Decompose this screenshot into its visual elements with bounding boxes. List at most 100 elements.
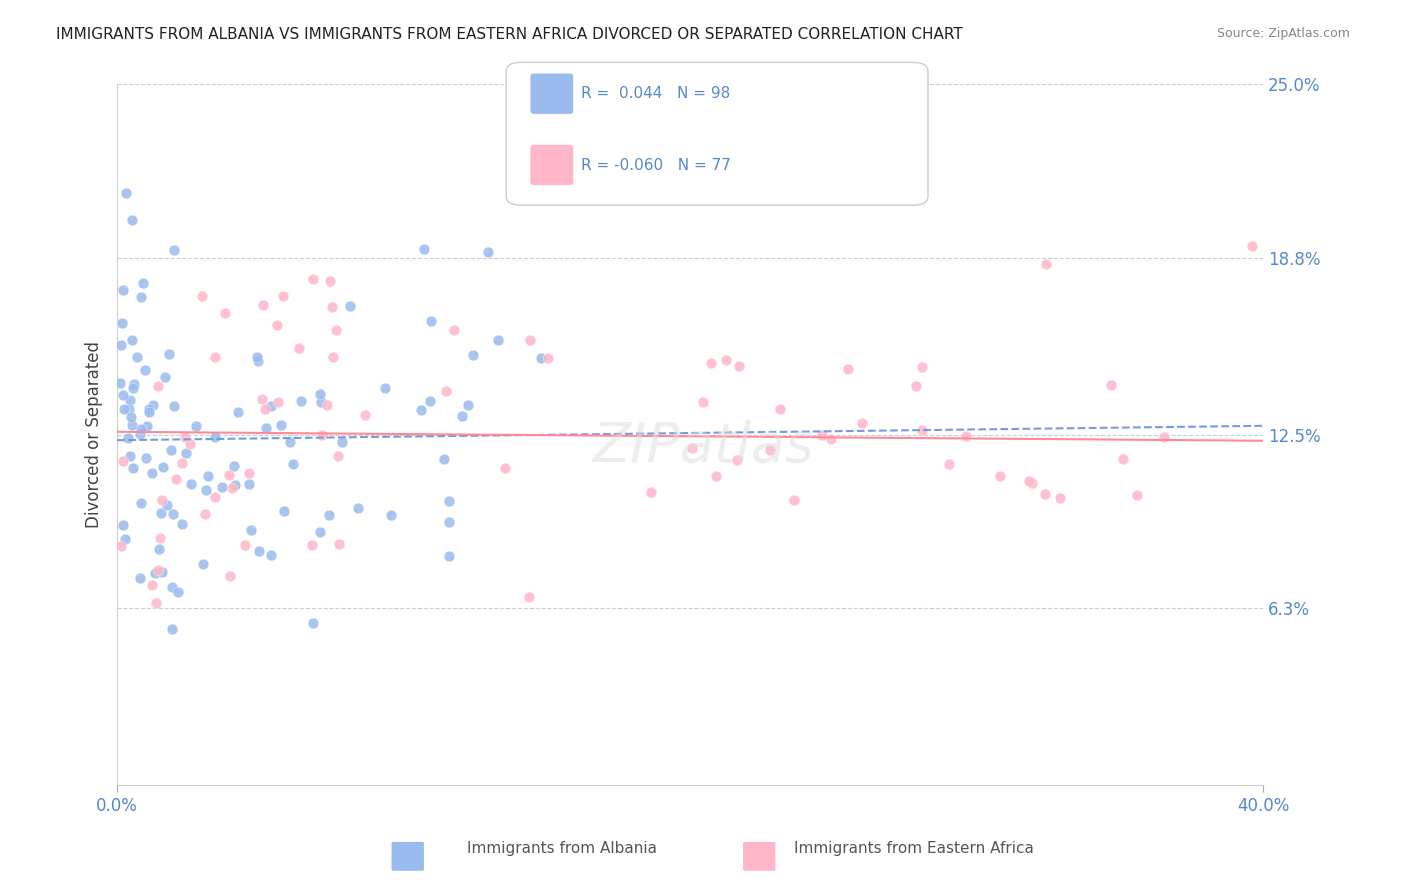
Point	[288, 341, 311, 355]
Point	[290, 394, 312, 409]
Point	[110, 338, 132, 352]
Point	[271, 289, 294, 303]
Point	[172, 516, 194, 531]
Point	[122, 377, 145, 392]
Point	[1111, 452, 1133, 467]
Point	[328, 537, 350, 551]
Point	[380, 508, 402, 522]
Point	[184, 418, 207, 433]
Point	[811, 428, 834, 442]
Point	[904, 379, 927, 393]
Text: Immigrants from Eastern Africa: Immigrants from Eastern Africa	[794, 841, 1033, 856]
Point	[494, 460, 516, 475]
Point	[725, 452, 748, 467]
Point	[254, 421, 277, 435]
Text: R =  0.044   N = 98: R = 0.044 N = 98	[581, 87, 730, 101]
Point	[204, 490, 226, 504]
Point	[148, 542, 170, 557]
Point	[681, 441, 703, 455]
Point	[536, 351, 558, 365]
Point	[955, 429, 977, 443]
Point	[463, 348, 485, 362]
Point	[121, 381, 143, 395]
Point	[118, 449, 141, 463]
Point	[197, 468, 219, 483]
Point	[238, 466, 260, 480]
Point	[267, 394, 290, 409]
Point	[118, 402, 141, 417]
Point	[145, 596, 167, 610]
Point	[347, 501, 370, 516]
Point	[837, 361, 859, 376]
Point	[451, 409, 474, 424]
Point	[409, 403, 432, 417]
Point	[162, 623, 184, 637]
Point	[434, 384, 457, 398]
Point	[129, 496, 152, 510]
Point	[1126, 488, 1149, 502]
Point	[239, 523, 262, 537]
Point	[938, 457, 960, 471]
Point	[437, 515, 460, 529]
Point	[259, 549, 281, 563]
Point	[714, 352, 737, 367]
Point	[692, 395, 714, 409]
Point	[135, 450, 157, 465]
Text: ZIPatlas: ZIPatlas	[592, 419, 814, 473]
Point	[150, 492, 173, 507]
Point	[111, 454, 134, 468]
Text: Source: ZipAtlas.com: Source: ZipAtlas.com	[1216, 27, 1350, 40]
Point	[128, 427, 150, 442]
Point	[120, 410, 142, 425]
Point	[315, 398, 337, 412]
Point	[326, 450, 349, 464]
Point	[224, 478, 246, 492]
Point	[121, 333, 143, 347]
Point	[152, 459, 174, 474]
Point	[138, 402, 160, 417]
Point	[191, 289, 214, 303]
Point	[260, 399, 283, 413]
Point	[640, 484, 662, 499]
Point	[121, 461, 143, 475]
Point	[318, 508, 340, 522]
Point	[437, 549, 460, 563]
Point	[419, 393, 441, 408]
Point	[219, 568, 242, 582]
Point	[173, 430, 195, 444]
Point	[111, 388, 134, 402]
Point	[433, 451, 456, 466]
Point	[136, 419, 159, 434]
Point	[157, 347, 180, 361]
Point	[437, 494, 460, 508]
Point	[162, 580, 184, 594]
Point	[131, 290, 153, 304]
Point	[1153, 430, 1175, 444]
Point	[704, 469, 727, 483]
Point	[211, 479, 233, 493]
Point	[330, 435, 353, 450]
Point	[179, 437, 201, 451]
Point	[301, 272, 323, 286]
Point	[911, 423, 934, 437]
Point	[148, 379, 170, 393]
Point	[143, 566, 166, 581]
Point	[162, 507, 184, 521]
Point	[309, 524, 332, 539]
Text: R = -0.060   N = 77: R = -0.060 N = 77	[581, 158, 731, 172]
Point	[112, 402, 135, 417]
Point	[204, 350, 226, 364]
Point	[160, 443, 183, 458]
Point	[233, 538, 256, 552]
Point	[273, 504, 295, 518]
Point	[443, 323, 465, 337]
Text: IMMIGRANTS FROM ALBANIA VS IMMIGRANTS FROM EASTERN AFRICA DIVORCED OR SEPARATED : IMMIGRANTS FROM ALBANIA VS IMMIGRANTS FR…	[56, 27, 963, 42]
Point	[111, 316, 134, 330]
Point	[142, 398, 165, 412]
Point	[517, 591, 540, 605]
Point	[112, 283, 135, 297]
Point	[851, 416, 873, 430]
Text: Immigrants from Albania: Immigrants from Albania	[467, 841, 658, 856]
Point	[118, 392, 141, 407]
Point	[1099, 377, 1122, 392]
